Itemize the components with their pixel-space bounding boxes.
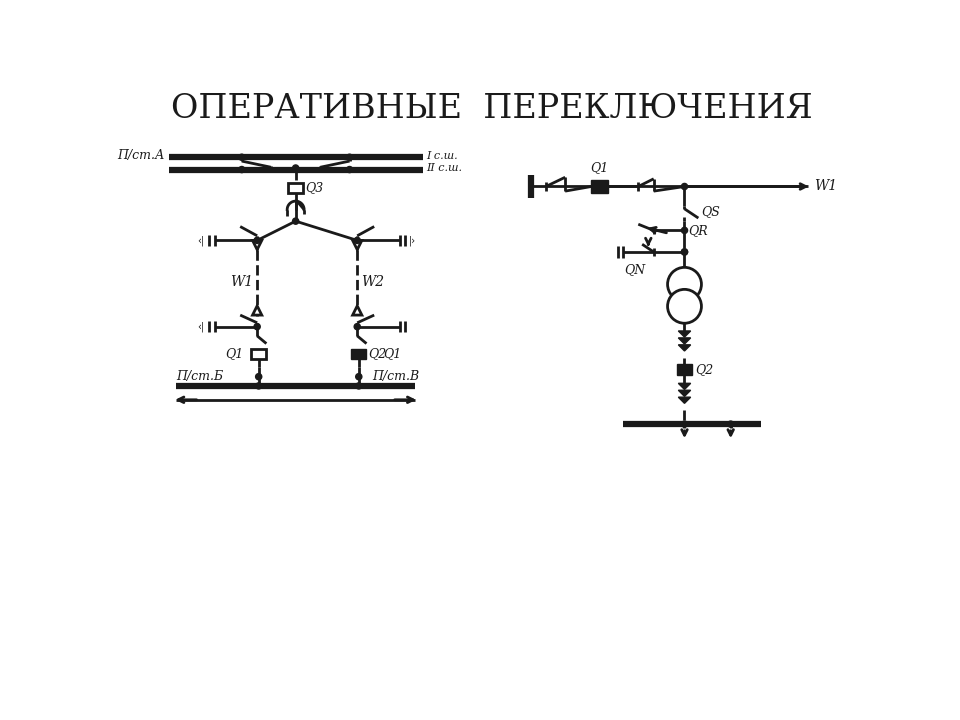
Circle shape [255,374,262,379]
Polygon shape [679,390,690,397]
Text: W1: W1 [230,275,253,289]
Text: W1: W1 [814,179,837,194]
Circle shape [356,383,362,389]
Circle shape [682,184,687,189]
Text: ‹|: ‹| [198,235,204,246]
Text: |›: |› [409,235,417,246]
Bar [677,364,692,375]
Circle shape [728,421,733,427]
Circle shape [667,289,702,323]
Circle shape [293,165,299,171]
Text: Q2: Q2 [368,347,386,360]
Polygon shape [679,397,690,403]
Text: ‹|: ‹| [198,321,204,332]
Circle shape [254,238,260,243]
Text: QN: QN [624,263,645,276]
Text: П/ст.А: П/ст.А [117,149,165,162]
Circle shape [239,166,245,173]
Circle shape [682,228,687,233]
Circle shape [356,374,362,379]
Polygon shape [352,306,362,315]
Circle shape [254,323,260,330]
Bar [251,348,266,359]
Circle shape [354,323,360,330]
Text: П/ст.Б: П/ст.Б [177,370,224,383]
Text: QS: QS [702,205,720,218]
Bar [591,180,609,193]
Text: W2: W2 [361,275,384,289]
Circle shape [347,166,352,173]
Text: Q1: Q1 [590,161,609,174]
Text: ОПЕРАТИВНЫЕ  ПЕРЕКЛЮЧЕНИЯ: ОПЕРАТИВНЫЕ ПЕРЕКЛЮЧЕНИЯ [171,94,813,125]
Circle shape [239,154,245,161]
Text: Q2: Q2 [695,363,713,376]
Polygon shape [252,306,262,315]
Bar [351,348,367,359]
Polygon shape [352,240,362,250]
Text: Q1: Q1 [384,347,402,360]
Circle shape [347,154,352,161]
Text: II с.ш.: II с.ш. [426,163,463,173]
Text: QR: QR [688,224,708,237]
Circle shape [667,267,702,301]
Text: Q1: Q1 [225,347,243,360]
Circle shape [682,249,687,255]
Circle shape [293,218,299,224]
Bar [288,183,303,193]
Text: I с.ш.: I с.ш. [426,150,458,161]
Polygon shape [679,345,690,351]
Text: Q3: Q3 [305,181,324,194]
Circle shape [682,249,687,255]
Polygon shape [679,383,690,390]
Text: П/ст.В: П/ст.В [372,370,420,383]
Circle shape [255,383,262,389]
Circle shape [682,421,687,427]
Polygon shape [679,331,690,337]
Circle shape [354,238,360,243]
Polygon shape [252,240,262,250]
Polygon shape [679,338,690,344]
